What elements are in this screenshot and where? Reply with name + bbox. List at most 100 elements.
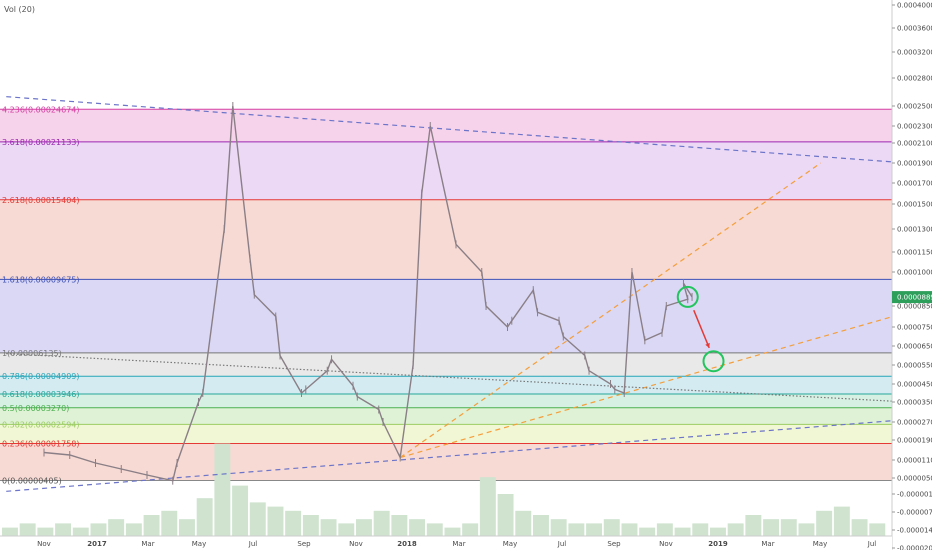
x-tick-label: Jul: [557, 540, 567, 548]
volume-bar: [568, 523, 585, 536]
fib-band: [0, 199, 892, 280]
fib-level-label: 0.618(0.00003946): [2, 390, 80, 399]
y-tick-label: 0.00004500: [897, 381, 932, 389]
x-tick-label: 2018: [397, 540, 417, 548]
volume-bar: [19, 523, 36, 536]
volume-bar: [302, 515, 319, 536]
x-tick-label: May: [192, 540, 206, 548]
trend-line: [399, 162, 822, 458]
y-tick-label: 0.00000500: [897, 475, 932, 483]
y-tick-label: 0.00006500: [897, 343, 932, 351]
annotation-circle: [702, 350, 725, 373]
volume-bar: [798, 523, 815, 536]
fib-band: [0, 109, 892, 142]
fib-level-label: 0.5(0.00003270): [2, 404, 69, 413]
volume-indicator-label: Vol (20): [4, 5, 35, 14]
volume-bar: [285, 510, 302, 536]
x-tick-label: Sep: [297, 540, 311, 548]
x-tick-label: Sep: [607, 540, 621, 548]
fib-band: [0, 407, 892, 425]
volume-bar: [196, 498, 213, 536]
y-tick-label: 0.00010000: [897, 269, 932, 277]
volume-bar: [55, 523, 72, 536]
arrow-head: [705, 342, 710, 348]
volume-bar: [2, 527, 18, 536]
volume-bar: [409, 519, 426, 536]
volume-bar: [444, 527, 461, 536]
x-tick-label: Mar: [452, 540, 465, 548]
y-tick-label: 0.00001900: [897, 437, 932, 445]
volume-bar: [320, 519, 337, 536]
volume-bar: [639, 527, 656, 536]
volume-bar: [497, 494, 514, 536]
x-tick-label: 2019: [708, 540, 728, 548]
annotation-circle: [676, 285, 699, 308]
volume-bar: [125, 523, 142, 536]
x-tick-label: Mar: [141, 540, 154, 548]
fib-band: [0, 141, 892, 200]
volume-bar: [232, 485, 249, 536]
x-tick-label: Nov: [349, 540, 363, 548]
volume-bar: [745, 515, 762, 536]
y-tick-label: 0.00021000: [897, 140, 932, 148]
x-tick-label: Nov: [659, 540, 673, 548]
volume-bar: [692, 523, 709, 536]
y-tick-label: 0.00017000: [897, 180, 932, 188]
time-axis-background: [0, 536, 892, 550]
trend-line: [6, 418, 908, 492]
y-tick-label: 0.00002700: [897, 419, 932, 427]
fib-level-label: 0(0.00000405): [2, 477, 62, 486]
y-tick-label: 0.00028000: [897, 75, 932, 83]
volume-bar: [586, 523, 603, 536]
x-tick-label: Jul: [867, 540, 877, 548]
fib-level-label: 1(0.00006135): [2, 349, 62, 358]
fib-level-label: 3.618(0.00021133): [2, 138, 80, 147]
volume-bar: [249, 502, 266, 536]
y-tick-label: 0.00013000: [897, 226, 932, 234]
trend-line: [6, 96, 908, 164]
trend-line: [400, 311, 908, 459]
volume-bar: [674, 527, 691, 536]
volume-bar: [710, 527, 726, 536]
x-tick-label: Mar: [761, 540, 774, 548]
y-tick-label: -0.00000100: [897, 491, 932, 499]
volume-bar: [179, 519, 195, 536]
price-axis-background: [892, 0, 932, 550]
volume-bar: [851, 519, 868, 536]
x-tick-label: Nov: [37, 540, 51, 548]
y-tick-label: 0.00023000: [897, 123, 932, 131]
volume-bar: [656, 523, 673, 536]
y-tick-label: -0.00000700: [897, 509, 932, 517]
x-tick-label: May: [503, 540, 517, 548]
fib-band: [0, 376, 892, 394]
volume-bar: [90, 523, 107, 536]
x-tick-label: Jul: [248, 540, 258, 548]
fib-level-label: 1.618(0.00009675): [2, 275, 80, 284]
y-tick-label: 0.00015000: [897, 201, 932, 209]
volume-bar: [603, 519, 620, 536]
annotation-arrow: [693, 309, 710, 349]
volume-bar: [816, 510, 833, 536]
volume-bar: [426, 523, 443, 536]
volume-bar: [462, 523, 479, 536]
volume-bar: [550, 519, 567, 536]
volume-bar: [214, 443, 231, 536]
y-tick-label: 0.00032000: [897, 49, 932, 57]
volume-bar: [780, 519, 797, 536]
volume-bar: [869, 523, 886, 536]
price-line: [43, 105, 693, 482]
y-tick-label: 0.00025000: [897, 103, 932, 111]
volume-bar: [37, 527, 54, 536]
y-tick-label: 0.00040000: [897, 2, 932, 10]
volume-bar: [763, 519, 780, 536]
volume-bar: [338, 523, 355, 536]
volume-bar: [479, 477, 496, 536]
fib-band: [0, 393, 892, 408]
y-tick-label: 0.00001100: [897, 457, 932, 465]
fib-level-label: 0.786(0.00004909): [2, 372, 80, 381]
fib-level-label: 4.236(0.00024674): [2, 105, 80, 114]
fib-level-label: 2.618(0.00015404): [2, 196, 80, 205]
volume-bar: [161, 510, 178, 536]
